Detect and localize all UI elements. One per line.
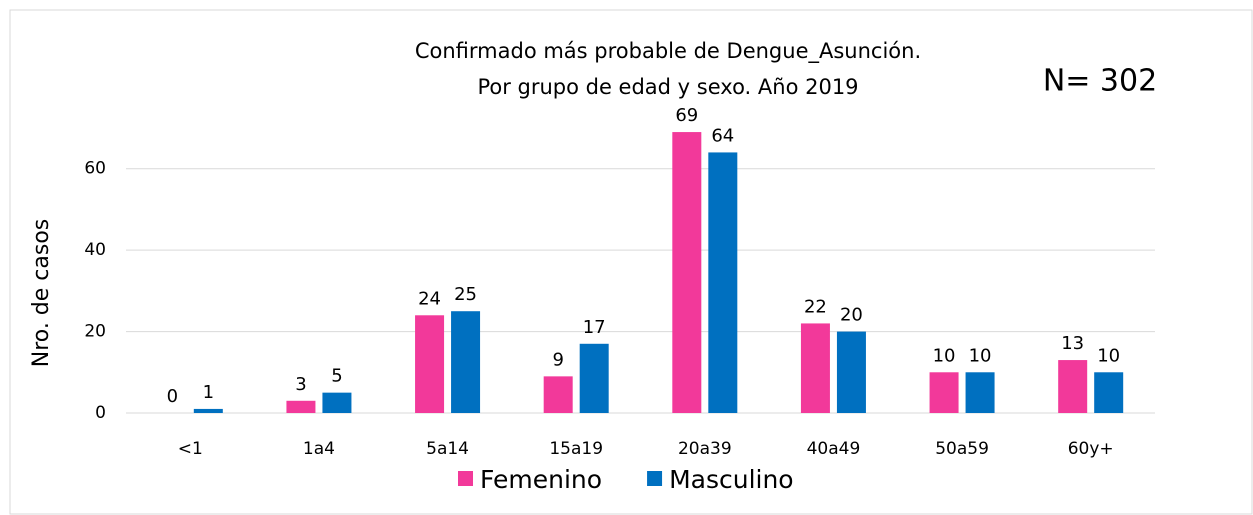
- bar: [965, 372, 995, 413]
- bar: [543, 376, 573, 413]
- annotation: N= 302: [1043, 64, 1157, 99]
- chart-subtitle: Por grupo de edad y sexo. Año 2019: [477, 75, 858, 99]
- legend-swatch: [647, 471, 663, 486]
- data-label: 64: [711, 125, 734, 146]
- bar: [322, 392, 352, 413]
- data-label: 3: [295, 374, 306, 395]
- data-label: 9: [552, 349, 563, 370]
- bar: [1058, 360, 1088, 413]
- x-tick-label: <1: [178, 439, 203, 459]
- bar: [929, 372, 959, 413]
- bar: [579, 343, 609, 413]
- data-label: 69: [675, 105, 698, 126]
- data-label: 20: [840, 305, 863, 326]
- x-tick-label: 60y+: [1068, 439, 1114, 459]
- bar: [286, 400, 316, 413]
- bar: [708, 152, 738, 413]
- bar: [800, 323, 830, 413]
- legend-label: Femenino: [480, 465, 602, 494]
- data-label: 24: [418, 288, 441, 309]
- bar: [415, 315, 445, 413]
- legend-swatch: [458, 471, 473, 486]
- legend-label: Masculino: [669, 465, 794, 494]
- y-tick-label: 0: [95, 403, 106, 423]
- bar: [193, 408, 223, 413]
- data-label: 13: [1061, 333, 1084, 354]
- chart-frame: [9, 9, 1253, 515]
- bar: [1094, 372, 1124, 413]
- data-label: 10: [933, 345, 956, 366]
- bar: [836, 331, 866, 413]
- data-label: 5: [331, 366, 342, 387]
- x-tick-label: 1a4: [303, 439, 335, 459]
- data-label: 17: [583, 317, 606, 338]
- y-axis-label: Nro. de casos: [29, 219, 54, 368]
- x-tick-label: 15a19: [549, 439, 603, 459]
- data-label: 10: [969, 345, 992, 366]
- x-tick-label: 20a39: [678, 439, 732, 459]
- y-tick-label: 60: [84, 159, 106, 179]
- data-label: 1: [203, 382, 214, 403]
- data-label: 25: [454, 284, 477, 305]
- bar: [672, 132, 702, 414]
- chart-title: Confirmado más probable de Dengue_Asunci…: [415, 39, 921, 64]
- y-tick-label: 40: [84, 240, 106, 260]
- data-label: 22: [804, 296, 827, 317]
- data-label: 10: [1097, 345, 1120, 366]
- x-tick-label: 40a49: [807, 439, 861, 459]
- data-label: 0: [167, 386, 178, 407]
- x-tick-label: 5a14: [426, 439, 469, 459]
- y-tick-label: 20: [84, 322, 106, 342]
- bar: [451, 311, 481, 413]
- x-tick-label: 50a59: [935, 439, 989, 459]
